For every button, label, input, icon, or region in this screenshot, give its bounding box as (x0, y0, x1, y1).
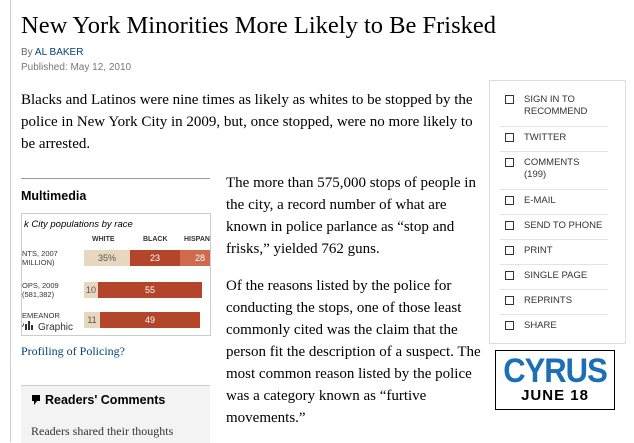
paragraph: Of the reasons listed by the police for … (226, 278, 481, 426)
comments-text: Readers shared their thoughts (31, 424, 174, 438)
tool-separator (500, 289, 608, 290)
advertisement[interactable]: CYRUS JUNE 18 (495, 350, 615, 410)
tool-icon (505, 246, 514, 255)
graphic-column: WHITE (92, 236, 115, 243)
frame-line (10, 0, 11, 442)
graphic-row-label: MILLION) (22, 258, 55, 267)
tool-label: E-MAIL (524, 195, 556, 206)
graphic-column: HISPAN (184, 236, 210, 243)
graphic-row-label: OPS, 2009 (22, 281, 59, 290)
tool-label: SEND TO PHONE (524, 220, 603, 231)
tool-separator (500, 264, 608, 265)
tool-item[interactable]: SINGLE PAGE (524, 270, 614, 282)
tool-item[interactable]: COMMENTS (199) (524, 157, 614, 181)
tool-item[interactable]: SHARE (524, 320, 614, 332)
graphic-cell: 28 (180, 250, 210, 266)
tool-icon (505, 95, 514, 104)
author[interactable]: AL BAKER (34, 47, 84, 58)
tool-label: REPRINTS (524, 295, 573, 306)
tool-separator (500, 214, 608, 215)
tool-label: PRINT (524, 245, 553, 256)
graphic-cell: 49 (100, 312, 200, 328)
graphic-cell: 10 (84, 282, 98, 298)
ad-title: CYRUS (503, 351, 608, 390)
graphic-icon (25, 321, 33, 330)
graphic-row-label: EMEANOR (22, 311, 60, 320)
graphic-cell: 11 (84, 312, 100, 328)
tool-item[interactable]: SEND TO PHONE (524, 220, 614, 232)
graphic-caption-text: Graphic (38, 322, 74, 333)
lede: Blacks and Latinos were nine times as li… (21, 92, 473, 152)
headline: New York Minorities More Likely to Be Fr… (21, 12, 496, 39)
tool-separator (500, 314, 608, 315)
tool-separator (500, 189, 608, 190)
tool-icon (505, 321, 514, 330)
tool-label: SIGN IN TO RECOMMEND (524, 94, 588, 117)
tools-panel (489, 80, 626, 344)
graphic-cell: 35% (84, 250, 130, 266)
paragraph: The more than 575,000 stops of people in… (226, 175, 476, 257)
tool-label: SHARE (524, 320, 557, 331)
published-date: Published: May 12, 2010 (21, 62, 132, 73)
tool-icon (505, 133, 514, 142)
tool-item[interactable]: E-MAIL (524, 195, 614, 207)
graphic-row-label: NTS, 2007 (22, 249, 58, 258)
tool-icon (505, 158, 514, 167)
tool-icon (505, 221, 514, 230)
graphic-column: BLACK (143, 236, 168, 243)
tool-separator (500, 126, 608, 127)
graphic-cell: 23 (130, 250, 180, 266)
tool-count: (199) (524, 169, 547, 180)
tool-item[interactable]: PRINT (524, 245, 614, 257)
multimedia-link[interactable]: Profiling of Policing? (21, 344, 125, 358)
tool-separator (500, 239, 608, 240)
byline: By AL BAKER (21, 47, 83, 58)
multimedia-heading: Multimedia (21, 189, 87, 203)
comments-heading: Readers' Comments (45, 393, 166, 407)
tool-icon (505, 296, 514, 305)
comments-box (21, 385, 210, 443)
comment-icon (32, 395, 40, 405)
tool-label: TWITTER (524, 132, 567, 143)
graphic-row-label: (581,382) (22, 290, 55, 299)
tool-icon (505, 271, 514, 280)
graphic-cell: 55 (98, 282, 202, 298)
tool-label: SINGLE PAGE (524, 270, 588, 281)
tool-item[interactable]: SIGN IN TO RECOMMEND (524, 94, 614, 118)
multimedia-rule (21, 178, 210, 179)
graphic-caption: Graphic (24, 320, 78, 333)
tool-separator (500, 151, 608, 152)
byline-prefix: By (21, 47, 33, 58)
tool-item[interactable]: TWITTER (524, 132, 614, 144)
ad-date: JUNE 18 (521, 387, 589, 404)
tool-icon (505, 196, 514, 205)
graphic-title: k City populations by race (24, 219, 133, 230)
graphic[interactable]: k City populations by race WHITE BLACK HISP… (21, 213, 211, 336)
tool-label: COMMENTS (524, 157, 580, 168)
tool-item[interactable]: REPRINTS (524, 295, 614, 307)
